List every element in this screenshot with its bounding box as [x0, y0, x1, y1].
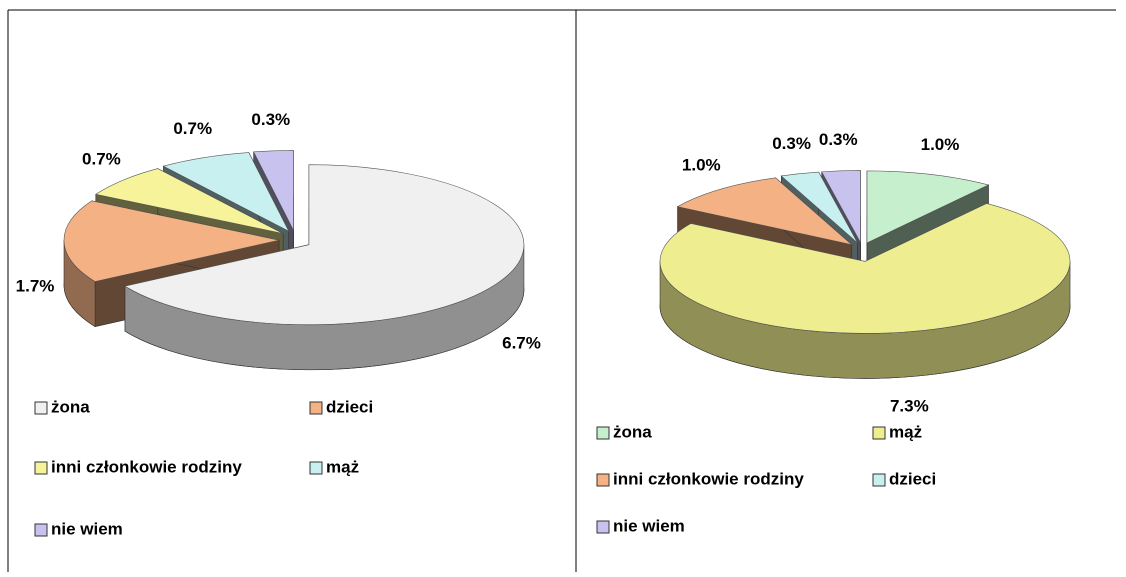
- legend-label: żona: [613, 422, 652, 441]
- data-label: 1.0%: [682, 156, 721, 175]
- legend-swatch: [872, 473, 886, 487]
- legend-swatch: [34, 523, 48, 537]
- legend-label: mąż: [326, 457, 359, 476]
- slice: [676, 177, 853, 246]
- legend-swatch: [34, 401, 48, 415]
- legend-label: żona: [51, 397, 90, 416]
- data-label: 1.0%: [921, 135, 960, 154]
- legend-label: nie wiem: [613, 516, 685, 535]
- data-label: 0.7%: [82, 149, 121, 168]
- slice: [821, 170, 861, 243]
- slice: [95, 168, 284, 234]
- slice: [780, 171, 858, 244]
- legend-label: inni członkowie rodziny: [613, 469, 804, 488]
- legend-label: dzieci: [326, 397, 373, 416]
- legend-swatch: [596, 473, 610, 487]
- data-label: 7.3%: [890, 396, 929, 415]
- slice: [253, 150, 294, 231]
- slice: [124, 164, 525, 326]
- legend-swatch: [34, 461, 48, 475]
- data-label: 0.7%: [173, 119, 212, 138]
- slice: [63, 200, 280, 282]
- legend-swatch: [309, 461, 323, 475]
- legend-label: mąż: [889, 422, 922, 441]
- data-label: 6.7%: [502, 333, 541, 352]
- legend-label: dzieci: [889, 469, 936, 488]
- slice: [162, 152, 290, 232]
- slice: [659, 203, 1071, 334]
- legend-label: inni członkowie rodziny: [51, 457, 242, 476]
- legend-label: nie wiem: [51, 519, 123, 538]
- legend-swatch: [596, 426, 610, 440]
- legend-swatch: [309, 401, 323, 415]
- data-label: 0.3%: [251, 110, 290, 129]
- data-label: 1.7%: [16, 276, 55, 295]
- legend-swatch: [596, 520, 610, 534]
- data-label: 0.3%: [772, 134, 811, 153]
- data-label: 0.3%: [819, 130, 858, 149]
- legend-swatch: [872, 426, 886, 440]
- slice: [866, 170, 990, 244]
